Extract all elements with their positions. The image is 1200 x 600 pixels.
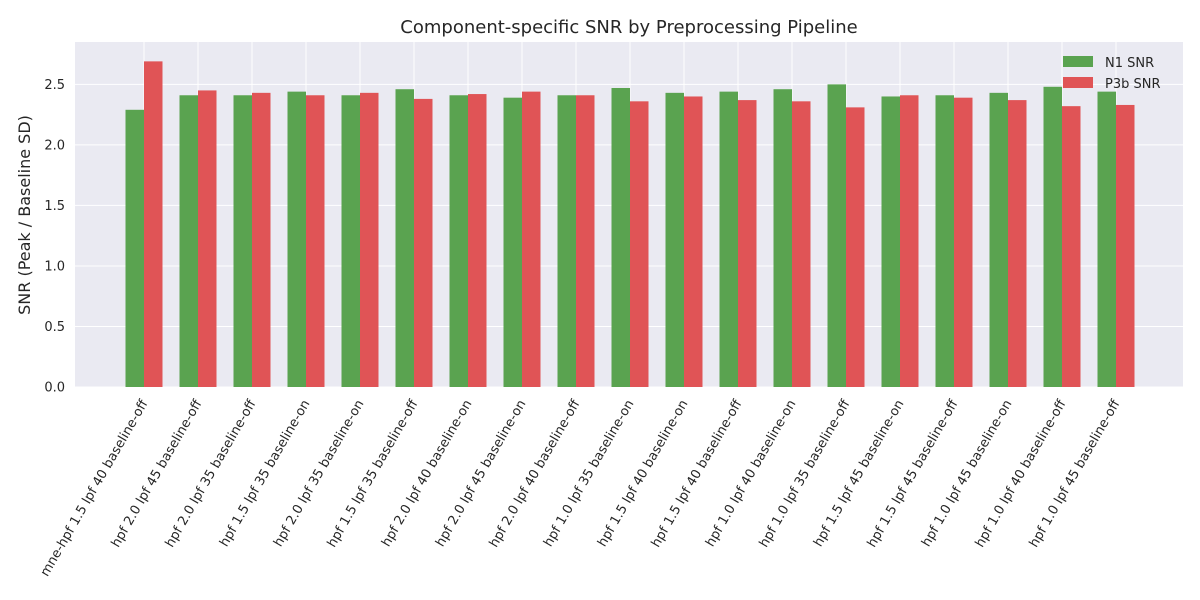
n1-snr-bar (1097, 91, 1116, 387)
p3b-snr-bar (360, 92, 379, 387)
legend-label-n1: N1 SNR (1105, 56, 1154, 71)
p3b-snr-bar (846, 107, 865, 388)
legend: N1 SNR P3b SNR (1063, 56, 1161, 92)
p3b-snr-bar (1008, 100, 1027, 388)
n1-snr-bar (611, 88, 630, 387)
n1-snr-bar (287, 91, 306, 387)
n1-snr-bar (719, 91, 738, 387)
bars (125, 61, 1135, 388)
n1-snr-bar (827, 84, 846, 388)
n1-snr-bar (665, 92, 684, 387)
p3b-snr-bar (144, 61, 163, 388)
p3b-snr-bar (738, 100, 757, 388)
n1-snr-bar (341, 95, 360, 388)
p3b-snr-bar (252, 92, 271, 387)
p3b-snr-bar (1116, 104, 1135, 388)
n1-snr-bar (233, 95, 252, 388)
p3b-snr-bar (468, 94, 487, 387)
y-tick-label: 0.5 (44, 320, 65, 335)
y-tick-labels: 0.0 0.5 1.0 1.5 2.0 2.5 (44, 78, 65, 396)
p3b-snr-bar (198, 90, 217, 387)
p3b-snr-bar (306, 95, 325, 388)
legend-swatch-p3b (1063, 77, 1093, 88)
n1-snr-bar (935, 95, 954, 388)
legend-label-p3b: P3b SNR (1105, 77, 1161, 92)
n1-snr-bar (395, 89, 414, 388)
p3b-snr-bar (954, 97, 973, 388)
p3b-snr-bar (630, 101, 649, 387)
chart-title: Component-specific SNR by Preprocessing … (400, 17, 857, 38)
y-tick-label: 0.0 (44, 381, 65, 396)
y-tick-label: 2.0 (44, 138, 65, 153)
y-tick-label: 2.5 (44, 78, 65, 93)
y-tick-label: 1.0 (44, 259, 65, 274)
p3b-snr-bar (576, 95, 595, 388)
legend-swatch-n1 (1063, 56, 1093, 67)
n1-snr-bar (1043, 86, 1062, 387)
p3b-snr-bar (900, 95, 919, 388)
n1-snr-bar (881, 96, 900, 387)
n1-snr-bar (449, 95, 468, 388)
p3b-snr-bar (522, 91, 541, 387)
p3b-snr-bar (414, 98, 433, 387)
n1-snr-bar (989, 92, 1008, 387)
p3b-snr-bar (684, 96, 703, 387)
n1-snr-bar (125, 109, 144, 387)
n1-snr-bar (503, 97, 522, 388)
n1-snr-bar (179, 95, 198, 388)
y-axis-label: SNR (Peak / Baseline SD) (15, 115, 34, 315)
p3b-snr-bar (792, 101, 811, 387)
y-tick-label: 1.5 (44, 199, 65, 214)
n1-snr-bar (773, 89, 792, 388)
p3b-snr-bar (1062, 106, 1081, 387)
n1-snr-bar (557, 95, 576, 388)
